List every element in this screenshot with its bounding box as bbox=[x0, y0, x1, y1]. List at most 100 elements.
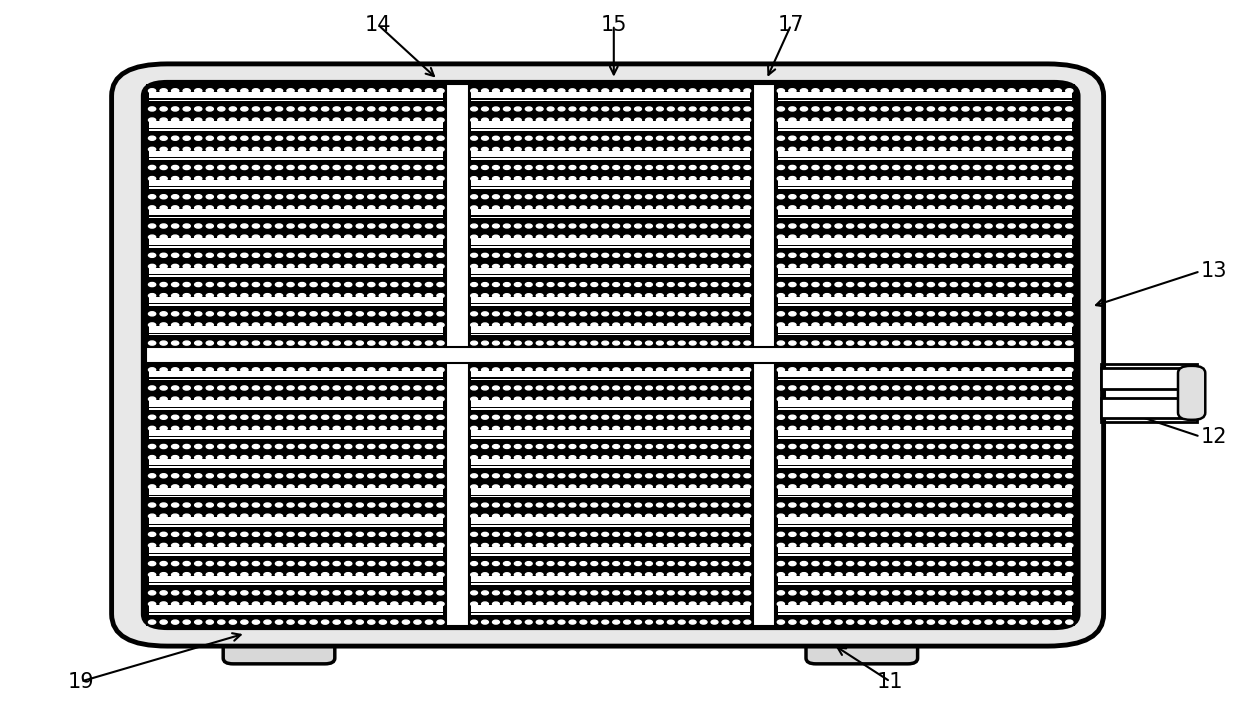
Circle shape bbox=[893, 323, 900, 327]
Circle shape bbox=[777, 503, 785, 507]
Circle shape bbox=[915, 107, 923, 111]
Circle shape bbox=[744, 148, 750, 151]
Circle shape bbox=[733, 206, 740, 210]
Bar bbox=[471, 326, 750, 332]
Circle shape bbox=[904, 264, 911, 268]
Circle shape bbox=[547, 224, 554, 228]
Circle shape bbox=[656, 341, 663, 345]
Circle shape bbox=[580, 444, 587, 449]
Circle shape bbox=[345, 485, 352, 489]
Circle shape bbox=[689, 514, 696, 518]
Circle shape bbox=[678, 503, 686, 507]
Circle shape bbox=[722, 107, 729, 111]
Circle shape bbox=[171, 573, 179, 577]
Circle shape bbox=[591, 456, 598, 459]
Circle shape bbox=[893, 294, 900, 297]
Circle shape bbox=[624, 620, 630, 624]
Circle shape bbox=[1065, 503, 1073, 507]
Circle shape bbox=[869, 89, 877, 93]
Circle shape bbox=[425, 206, 433, 210]
Circle shape bbox=[635, 206, 641, 210]
Circle shape bbox=[1054, 323, 1061, 327]
Circle shape bbox=[601, 165, 609, 170]
Circle shape bbox=[733, 118, 740, 122]
Circle shape bbox=[722, 444, 729, 449]
Circle shape bbox=[858, 264, 866, 268]
Circle shape bbox=[391, 602, 398, 606]
Circle shape bbox=[722, 562, 729, 566]
Circle shape bbox=[823, 386, 831, 390]
Circle shape bbox=[206, 485, 213, 489]
Circle shape bbox=[733, 264, 740, 268]
Circle shape bbox=[286, 264, 294, 268]
Circle shape bbox=[229, 503, 237, 507]
Circle shape bbox=[310, 573, 317, 577]
Circle shape bbox=[569, 341, 575, 345]
Circle shape bbox=[985, 368, 992, 372]
Circle shape bbox=[206, 543, 213, 547]
Circle shape bbox=[345, 341, 352, 345]
Circle shape bbox=[858, 591, 866, 595]
Circle shape bbox=[635, 368, 641, 372]
Circle shape bbox=[950, 283, 957, 287]
Circle shape bbox=[414, 386, 422, 390]
Circle shape bbox=[1043, 89, 1050, 93]
Circle shape bbox=[744, 474, 750, 478]
Circle shape bbox=[471, 206, 477, 210]
Circle shape bbox=[321, 107, 329, 111]
Circle shape bbox=[149, 294, 156, 297]
Circle shape bbox=[711, 474, 718, 478]
Circle shape bbox=[391, 118, 398, 122]
Circle shape bbox=[656, 532, 663, 536]
Circle shape bbox=[1043, 456, 1050, 459]
Circle shape bbox=[569, 177, 575, 180]
Circle shape bbox=[711, 323, 718, 327]
Circle shape bbox=[368, 235, 374, 239]
Circle shape bbox=[402, 386, 409, 390]
Circle shape bbox=[481, 136, 489, 140]
Circle shape bbox=[882, 264, 888, 268]
Circle shape bbox=[356, 386, 363, 390]
Circle shape bbox=[184, 294, 190, 297]
Circle shape bbox=[893, 147, 900, 151]
Circle shape bbox=[667, 474, 675, 478]
Circle shape bbox=[547, 620, 554, 624]
Circle shape bbox=[171, 341, 179, 345]
Circle shape bbox=[264, 386, 272, 390]
Circle shape bbox=[171, 283, 179, 287]
Circle shape bbox=[722, 165, 729, 170]
Circle shape bbox=[471, 224, 477, 228]
Circle shape bbox=[985, 591, 992, 595]
Circle shape bbox=[356, 118, 363, 122]
Circle shape bbox=[823, 368, 831, 372]
Circle shape bbox=[678, 136, 686, 140]
Circle shape bbox=[379, 312, 387, 316]
Circle shape bbox=[777, 620, 785, 624]
Circle shape bbox=[835, 147, 842, 151]
Circle shape bbox=[624, 283, 630, 287]
Circle shape bbox=[368, 602, 374, 606]
Circle shape bbox=[218, 386, 224, 390]
Circle shape bbox=[1065, 312, 1073, 316]
Circle shape bbox=[893, 224, 900, 228]
Circle shape bbox=[950, 562, 957, 566]
Circle shape bbox=[206, 107, 213, 111]
Circle shape bbox=[777, 224, 785, 228]
Circle shape bbox=[789, 474, 796, 478]
Circle shape bbox=[580, 283, 587, 287]
Circle shape bbox=[171, 456, 179, 459]
Circle shape bbox=[789, 235, 796, 239]
Circle shape bbox=[928, 426, 935, 430]
Circle shape bbox=[835, 312, 842, 316]
Circle shape bbox=[985, 456, 992, 459]
Circle shape bbox=[580, 224, 587, 228]
Circle shape bbox=[656, 136, 663, 140]
Circle shape bbox=[1019, 368, 1027, 372]
Circle shape bbox=[229, 136, 237, 141]
Circle shape bbox=[928, 224, 935, 228]
Circle shape bbox=[635, 427, 641, 430]
Circle shape bbox=[264, 165, 272, 170]
Circle shape bbox=[252, 177, 259, 180]
Circle shape bbox=[701, 89, 707, 93]
Circle shape bbox=[624, 118, 630, 122]
